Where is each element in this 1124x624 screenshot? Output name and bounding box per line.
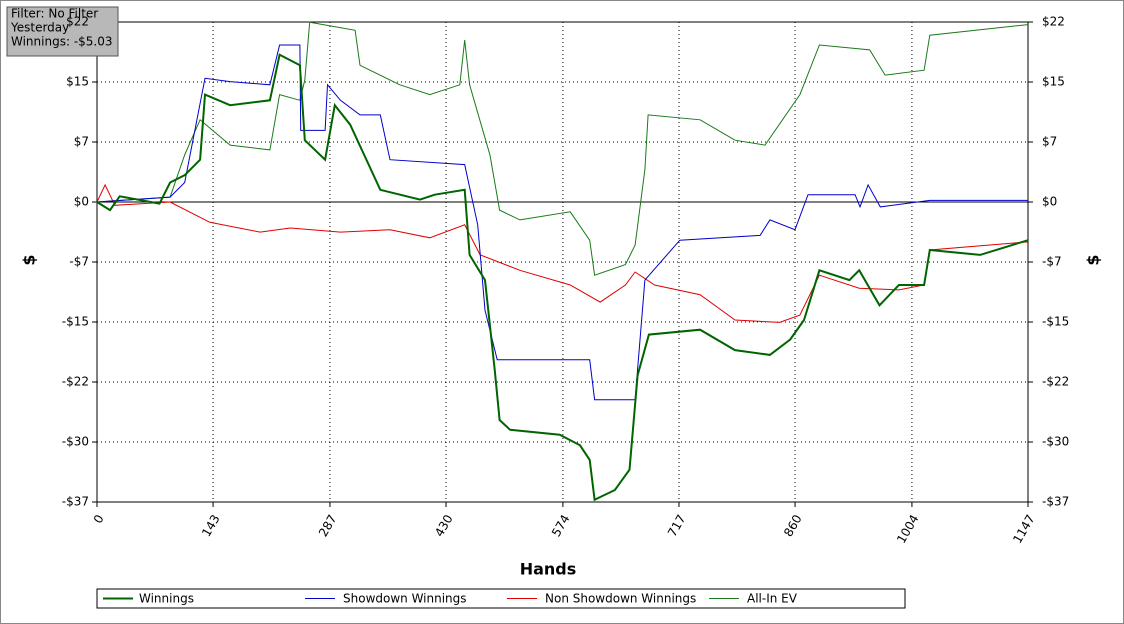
legend-label: Winnings (139, 592, 194, 606)
y2-tick-label: -$22 (1042, 375, 1069, 389)
y2-axis-title: $ (1084, 254, 1103, 265)
y-tick-label: -$7 (69, 255, 89, 269)
info-text: Winnings: -$5.03 (11, 35, 113, 49)
y-tick-label: $22 (66, 15, 89, 29)
info-text: Yesterday (10, 21, 69, 35)
y2-tick-label: -$30 (1042, 435, 1069, 449)
y2-tick-label: $7 (1042, 135, 1057, 149)
x-axis-title: Hands (520, 560, 577, 579)
legend-label: Showdown Winnings (343, 592, 467, 606)
series-line (96, 53, 1029, 502)
y-tick-label: $7 (74, 135, 89, 149)
y-tick-label: $15 (66, 75, 89, 89)
y-tick-label: $0 (74, 195, 89, 209)
y2-tick-label: $22 (1042, 15, 1065, 29)
legend-label: Non Showdown Winnings (545, 592, 696, 606)
info-box (6, 6, 119, 57)
y2-tick-label: $0 (1042, 195, 1057, 209)
y2-tick-label: $15 (1042, 75, 1065, 89)
series-line (96, 21, 1029, 276)
y-tick-label: -$15 (62, 315, 89, 329)
series-line (96, 44, 1028, 401)
y-axis-title: $ (20, 254, 39, 265)
y2-tick-label: -$7 (1042, 255, 1062, 269)
info-text: Filter: No Filter (11, 7, 98, 21)
legend (96, 588, 906, 609)
y-tick-label: -$30 (62, 435, 89, 449)
y-tick-label: -$22 (62, 375, 89, 389)
y2-tick-label: -$37 (1042, 495, 1069, 509)
plot-area (92, 21, 1033, 507)
y-tick-label: -$37 (62, 495, 89, 509)
legend-label: All-In EV (747, 592, 798, 606)
series-line (96, 183, 1029, 323)
y2-tick-label: -$15 (1042, 315, 1069, 329)
